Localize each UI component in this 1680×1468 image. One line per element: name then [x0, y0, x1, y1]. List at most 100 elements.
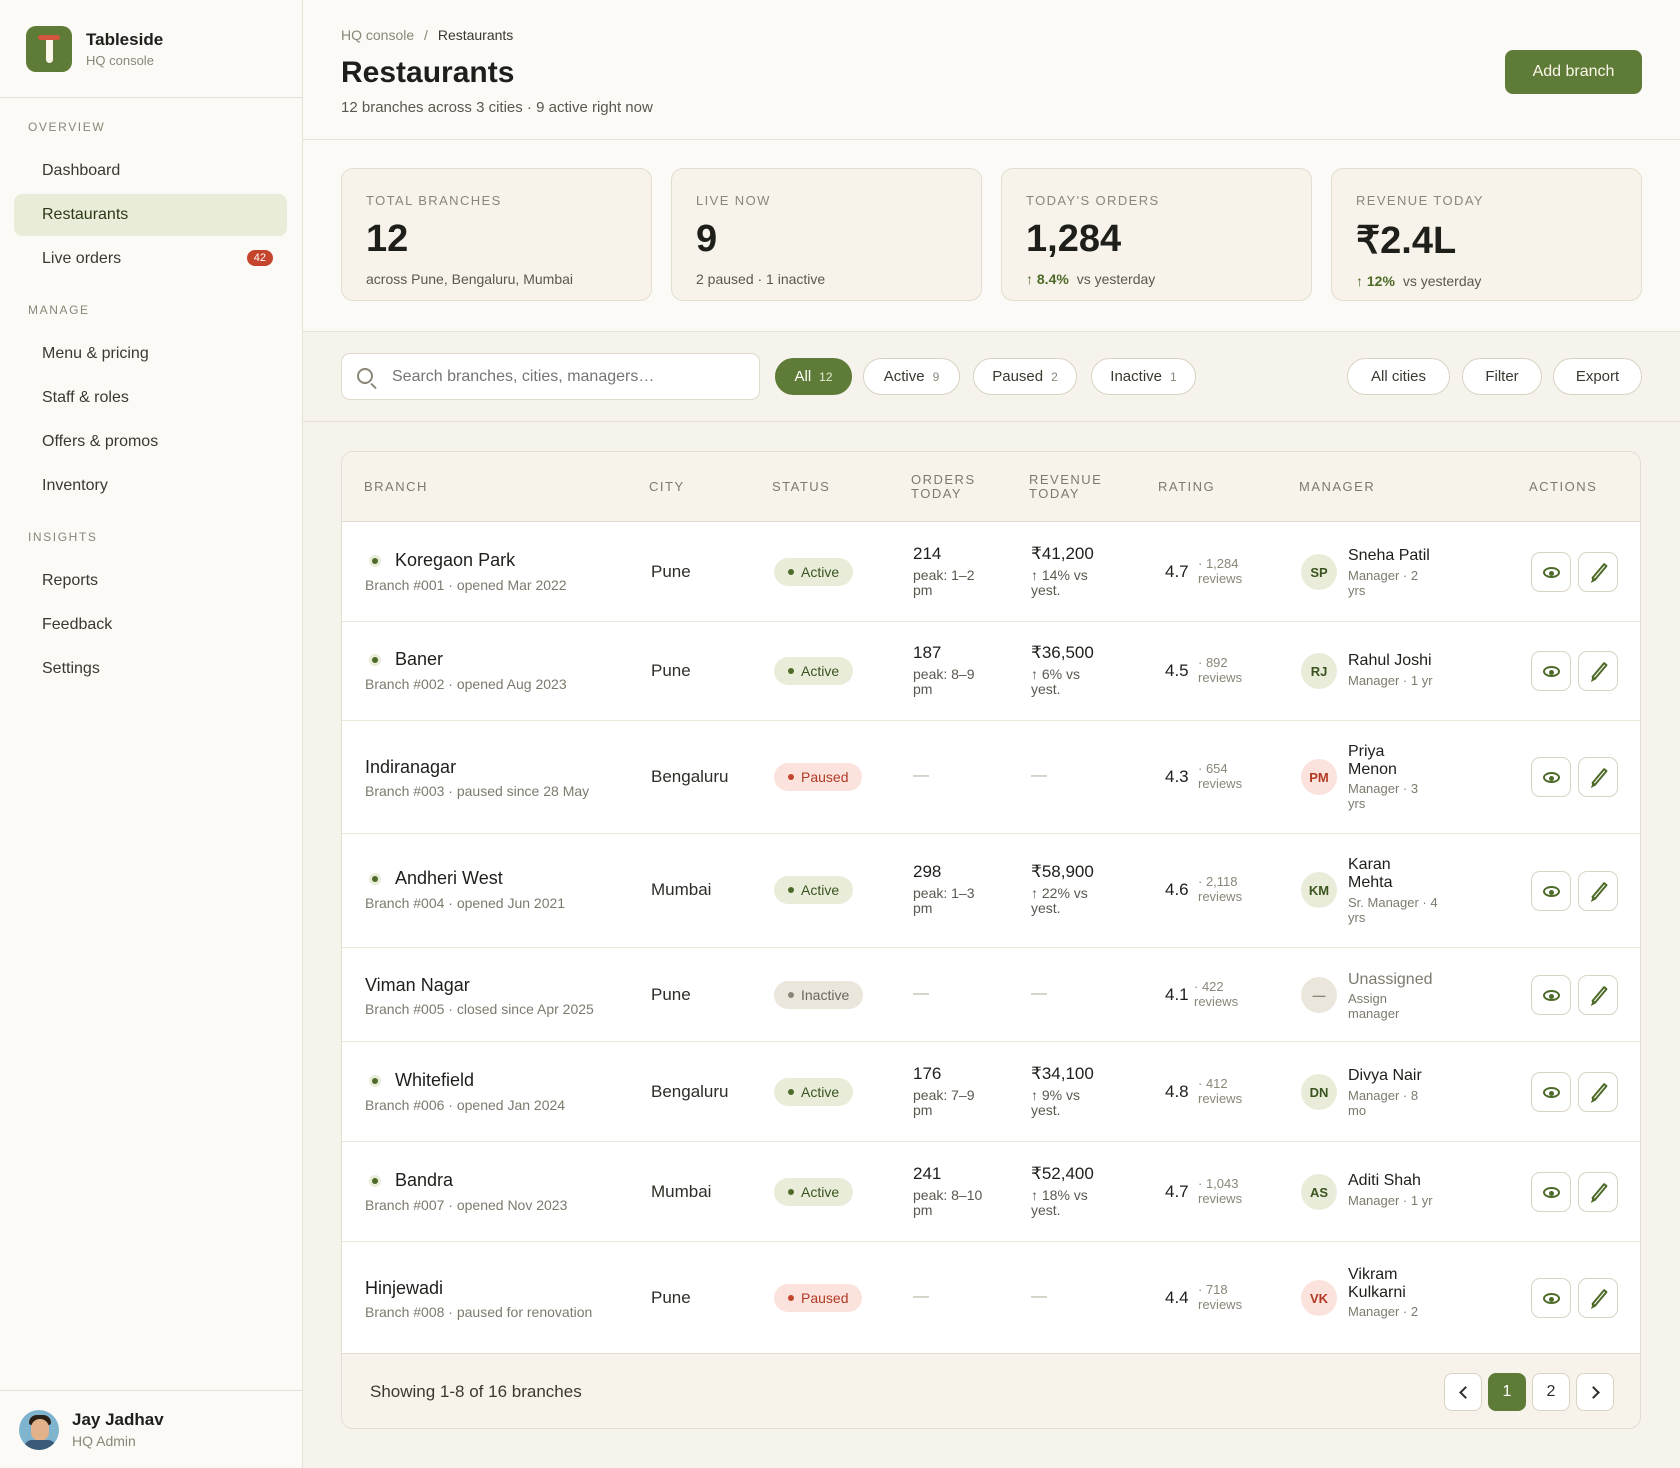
manager-avatar: SP: [1301, 554, 1337, 590]
sidebar-item-settings[interactable]: Settings: [14, 648, 287, 690]
prev-page-button[interactable]: [1444, 1373, 1482, 1411]
main-content: HQ console / Restaurants Restaurants 12 …: [303, 0, 1680, 1468]
sidebar-item-live-orders[interactable]: Live orders 42: [14, 238, 287, 280]
section-insights: INSIGHTS: [28, 530, 98, 544]
breadcrumb-separator: /: [424, 27, 428, 43]
edit-button[interactable]: [1578, 757, 1618, 797]
stat-label: REVENUE TODAY: [1356, 193, 1485, 208]
sidebar-item-reports[interactable]: Reports: [14, 560, 287, 602]
edit-button[interactable]: [1578, 651, 1618, 691]
col-orders-line1: ORDERS: [911, 472, 976, 487]
table-row[interactable]: Bandra Branch #007 · opened Nov 2023 Mum…: [342, 1142, 1640, 1242]
edit-button[interactable]: [1578, 552, 1618, 592]
search-input[interactable]: [341, 353, 760, 400]
edit-button[interactable]: [1578, 975, 1618, 1015]
edit-button[interactable]: [1578, 1172, 1618, 1212]
sidebar-item-feedback[interactable]: Feedback: [14, 604, 287, 646]
branch-name[interactable]: Viman Nagar: [365, 975, 470, 995]
branch-name[interactable]: Hinjewadi: [365, 1278, 444, 1298]
branch-city: Bengaluru: [651, 1082, 729, 1101]
filter-active-tab[interactable]: Active 9: [863, 358, 960, 395]
view-button[interactable]: [1531, 975, 1571, 1015]
sidebar-item-menu-pricing[interactable]: Menu & pricing: [14, 333, 287, 375]
live-orders-badge: 42: [246, 250, 273, 266]
view-button[interactable]: [1531, 871, 1571, 911]
page-1-button[interactable]: 1: [1488, 1373, 1526, 1411]
filter-button[interactable]: Filter: [1462, 358, 1542, 395]
breadcrumb-hq-console[interactable]: HQ console: [341, 27, 415, 43]
stat-value: 9: [696, 218, 718, 260]
table-row[interactable]: Hinjewadi Branch #008 · paused for renov…: [342, 1242, 1640, 1353]
reviews-count: · 654 reviews: [1198, 761, 1243, 791]
branch-city: Bengaluru: [651, 767, 729, 786]
filter-inactive-tab[interactable]: Inactive 1: [1091, 358, 1196, 395]
col-revenue-line1: REVENUE: [1029, 472, 1103, 487]
breadcrumb-restaurants: Restaurants: [437, 27, 514, 43]
orders-count: 187: [913, 643, 942, 662]
sidebar-item-label: Offers & promos: [42, 433, 159, 450]
all-cities-dropdown[interactable]: All cities: [1347, 358, 1450, 395]
edit-button[interactable]: [1578, 1278, 1618, 1318]
pencil-icon: [1591, 562, 1608, 582]
view-button[interactable]: [1531, 552, 1571, 592]
next-page-button[interactable]: [1576, 1373, 1614, 1411]
rating-value: 4.3: [1165, 767, 1189, 786]
user-profile[interactable]: Jay Jadhav HQ Admin: [0, 1390, 302, 1468]
branch-name[interactable]: Andheri West: [395, 868, 503, 888]
sidebar: Tableside HQ console OVERVIEW Dashboard …: [0, 0, 303, 1468]
status-label: Active: [801, 663, 840, 679]
table-row[interactable]: Whitefield Branch #006 · opened Jan 2024…: [342, 1042, 1640, 1142]
branch-name[interactable]: Whitefield: [395, 1070, 475, 1090]
revenue-delta: ↑ 14% vs yest.: [1031, 567, 1088, 598]
revenue-value: ₹34,100: [1031, 1064, 1094, 1083]
sidebar-item-staff-roles[interactable]: Staff & roles: [14, 377, 287, 419]
user-role: HQ Admin: [72, 1433, 136, 1449]
view-button[interactable]: [1531, 1172, 1571, 1212]
table-row[interactable]: Andheri West Branch #004 · opened Jun 20…: [342, 834, 1640, 948]
table-header: BRANCH CITY STATUS ORDERS TODAY REVENUE TO…: [342, 452, 1640, 522]
page-2-button[interactable]: 2: [1532, 1373, 1570, 1411]
branch-city: Mumbai: [651, 1182, 712, 1201]
sidebar-item-label: Dashboard: [42, 162, 121, 179]
table-row[interactable]: Indiranagar Branch #003 · paused since 2…: [342, 721, 1640, 834]
rating-value: 4.4: [1165, 1288, 1189, 1307]
orders-empty: —: [913, 1288, 929, 1305]
filter-all-tab[interactable]: All 12: [775, 358, 852, 395]
branch-name[interactable]: Indiranagar: [365, 757, 457, 777]
sidebar-item-label: Staff & roles: [42, 389, 129, 406]
branch-name[interactable]: Baner: [395, 649, 444, 669]
sidebar-item-offers-promos[interactable]: Offers & promos: [14, 421, 287, 463]
reviews-count: · 422 reviews: [1194, 979, 1239, 1009]
branch-sub: Branch #005 · closed since Apr 2025: [365, 1001, 594, 1017]
edit-button[interactable]: [1578, 871, 1618, 911]
assign-manager-link[interactable]: Assign manager: [1348, 991, 1400, 1021]
orders-count: 214: [913, 544, 942, 563]
page-subtitle: 12 branches across 3 cities · 9 active r…: [341, 99, 653, 116]
filter-label: Inactive: [1110, 368, 1162, 385]
export-button[interactable]: Export: [1553, 358, 1642, 395]
col-orders-today: ORDERS TODAY: [911, 473, 976, 501]
status-label: Inactive: [801, 987, 850, 1003]
manager-role: Manager · 1 yr: [1348, 1193, 1433, 1208]
sidebar-item-inventory[interactable]: Inventory: [14, 465, 287, 507]
add-branch-button[interactable]: Add branch: [1505, 50, 1642, 94]
user-name: Jay Jadhav: [72, 1410, 164, 1429]
table-row[interactable]: Koregaon Park Branch #001 · opened Mar 2…: [342, 522, 1640, 622]
manager-role: Manager · 2: [1348, 1304, 1419, 1319]
table-row[interactable]: Baner Branch #002 · opened Aug 2023 Pune…: [342, 622, 1640, 721]
view-button[interactable]: [1531, 757, 1571, 797]
branch-name[interactable]: Bandra: [395, 1170, 454, 1190]
view-button[interactable]: [1531, 651, 1571, 691]
sidebar-item-restaurants[interactable]: Restaurants: [14, 194, 287, 236]
view-button[interactable]: [1531, 1278, 1571, 1318]
orders-peak: peak: 8–10 pm: [913, 1187, 983, 1218]
table-row[interactable]: Viman Nagar Branch #005 · closed since A…: [342, 948, 1640, 1042]
branch-sub: Branch #003 · paused since 28 May: [365, 783, 590, 799]
sidebar-item-dashboard[interactable]: Dashboard: [14, 150, 287, 192]
manager-name: Karan Mehta: [1348, 856, 1393, 891]
view-button[interactable]: [1531, 1072, 1571, 1112]
edit-button[interactable]: [1578, 1072, 1618, 1112]
filter-paused-tab[interactable]: Paused 2: [973, 358, 1077, 395]
manager-avatar: KM: [1301, 872, 1337, 908]
branch-name[interactable]: Koregaon Park: [395, 550, 516, 570]
